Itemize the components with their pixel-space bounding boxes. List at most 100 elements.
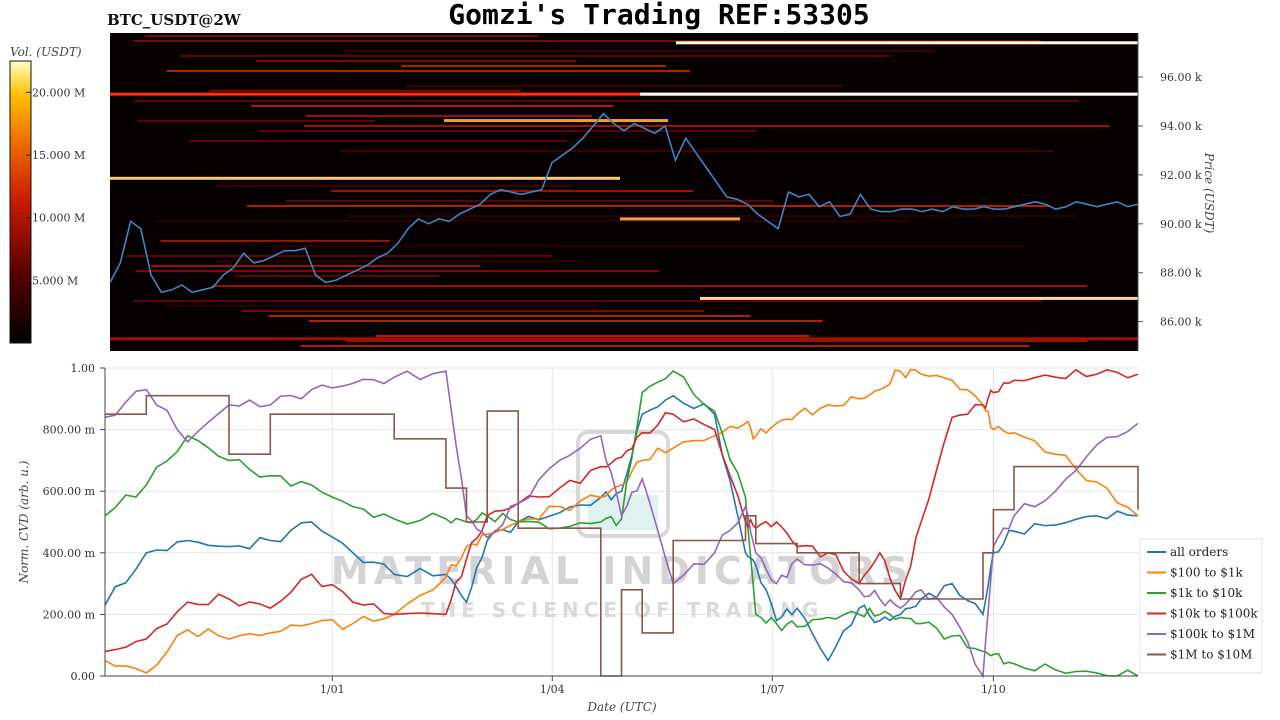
colorbar-tick-label: 15.000 M	[32, 149, 85, 162]
liquidity-band	[347, 215, 1077, 217]
watermark-flask-icon	[576, 430, 670, 538]
cvd-series-line	[104, 368, 1139, 674]
liquidity-wall	[676, 41, 1138, 45]
cvd-series-line	[104, 370, 1139, 677]
liquidity-band	[300, 345, 1030, 347]
legend-item-label: $10k to $100k	[1170, 607, 1258, 621]
colorbar-tick-label: 5.000 M	[32, 274, 78, 287]
watermark: MATERIAL INDICATORS THE SCIENCE OF TRADI…	[331, 430, 913, 622]
liquidity-band	[125, 255, 553, 257]
liquidity-band	[211, 285, 1088, 287]
liquidity-wall	[640, 92, 1138, 96]
liquidity-band	[135, 270, 660, 272]
liquidity-band	[271, 245, 1026, 247]
cvd-series-line	[104, 368, 1139, 653]
colorbar-label: Vol. (USDT)	[10, 45, 82, 59]
liquidity-band	[216, 260, 583, 262]
heatmap-rows	[110, 35, 1138, 347]
legend-item-label: $100k to $1M	[1170, 627, 1255, 641]
liquidity-band	[256, 60, 577, 62]
cvd-y-label: Norm. CVD (arb. u.)	[17, 460, 31, 584]
cvd-y-tick-label: 200.00 m	[43, 608, 96, 621]
chart-title: Gomzi's Trading REF:53305	[448, 0, 869, 31]
cvd-y-tick-label: 400.00 m	[43, 547, 96, 560]
liquidity-band	[150, 265, 481, 267]
cvd-x-label: Date (UTC)	[586, 700, 656, 714]
price-series-line	[109, 112, 1139, 294]
heatmap-y-axis: 86.00 k 88.00 k 90.00 k 92.00 k 94.00 k 96.00…	[1137, 33, 1202, 351]
liquidity-band	[144, 35, 539, 37]
heatmap-y-tick-label: 88.00 k	[1160, 267, 1202, 280]
cvd-y-tick-label: 800.00 m	[43, 424, 96, 437]
cvd-x-tick-label: 1/07	[760, 683, 785, 696]
liquidity-band	[166, 70, 691, 72]
liquidity-band	[268, 315, 751, 317]
legend-box	[1139, 538, 1263, 674]
legend-item-label: all orders	[1170, 545, 1228, 559]
cvd-x-tick-label: 1/10	[981, 683, 1006, 696]
colorbar-tick-label: 10.000 M	[32, 212, 85, 225]
liquidity-band	[180, 55, 890, 57]
liquidity-band	[241, 310, 705, 312]
legend-item-label: $1M to $10M	[1170, 648, 1252, 662]
liquidity-band	[339, 150, 1054, 152]
price-line	[109, 112, 1139, 294]
legend-item-label: $100 to $1k	[1170, 566, 1243, 580]
liquidity-wall	[620, 217, 740, 221]
cvd-series-line	[104, 370, 1139, 679]
colorbar-tick-label: 20.000 M	[32, 86, 85, 99]
watermark-tagline: THE SCIENCE OF TRADING	[421, 598, 824, 622]
heatmap-y-tick-label: 96.00 k	[1160, 71, 1202, 84]
cvd-y-tick-label: 600.00 m	[43, 485, 96, 498]
liquidity-band	[304, 125, 1110, 127]
liquidity-wall	[110, 337, 1138, 341]
liquidity-wall	[110, 92, 1138, 96]
liquidity-band	[133, 300, 1043, 302]
colorbar	[9, 60, 32, 344]
liquidity-band	[375, 335, 810, 337]
symbol-label: BTC_USDT@2W	[107, 11, 242, 29]
cvd-x-tick-label: 1/01	[320, 683, 345, 696]
liquidity-wall	[444, 119, 668, 123]
liquidity-band	[165, 305, 601, 307]
heatmap-y-tick-label: 90.00 k	[1160, 218, 1202, 231]
cvd-y-tick-label: 0.00	[71, 670, 96, 683]
cvd-series-line	[104, 394, 1139, 663]
liquidity-wall	[110, 176, 620, 180]
colorbar-ticks: 5.000 M 10.000 M 15.000 M 20.000 M	[26, 86, 85, 287]
liquidity-band	[308, 320, 823, 322]
heatmap-y-tick-label: 94.00 k	[1160, 120, 1202, 133]
watermark-title: MATERIAL INDICATORS	[331, 549, 913, 593]
liquidity-band	[305, 115, 592, 117]
liquidity-band	[217, 185, 573, 187]
liquidity-band	[251, 105, 614, 107]
cvd-x-tick-label: 1/04	[540, 683, 565, 696]
liquidity-band	[344, 50, 935, 52]
legend-item-label: $1k to $10k	[1170, 586, 1243, 600]
legend: all orders $100 to $1k $1k to $10k $10k to …	[1147, 545, 1258, 662]
liquidity-band	[346, 340, 1088, 342]
liquidity-band	[331, 190, 694, 192]
liquidity-band	[405, 85, 843, 87]
liquidity-band	[234, 275, 441, 277]
liquidity-band	[258, 130, 757, 132]
cvd-y-tick-label: 1.00	[71, 362, 96, 375]
cvd-series-lines	[104, 368, 1139, 679]
liquidity-band	[160, 240, 390, 242]
heatmap-y-tick-label: 92.00 k	[1160, 169, 1202, 182]
liquidity-band	[209, 90, 522, 92]
liquidity-band	[156, 220, 910, 222]
heatmap-y-label: Price (USDT)	[1202, 152, 1216, 234]
liquidity-band	[133, 100, 1079, 102]
liquidity-band	[400, 65, 666, 67]
heatmap-y-tick-label: 86.00 k	[1160, 316, 1202, 329]
liquidity-band	[133, 40, 1041, 42]
liquidity-wall	[700, 296, 1138, 300]
cvd-axes: 0.00 200.00 m 400.00 m 600.00 m 800.00 m 1.00…	[43, 362, 1138, 696]
cvd-series-line	[105, 394, 1139, 677]
liquidity-band	[285, 200, 774, 202]
liquidity-band	[189, 140, 567, 142]
liquidity-band	[246, 205, 1050, 207]
liquidity-band	[137, 120, 376, 122]
